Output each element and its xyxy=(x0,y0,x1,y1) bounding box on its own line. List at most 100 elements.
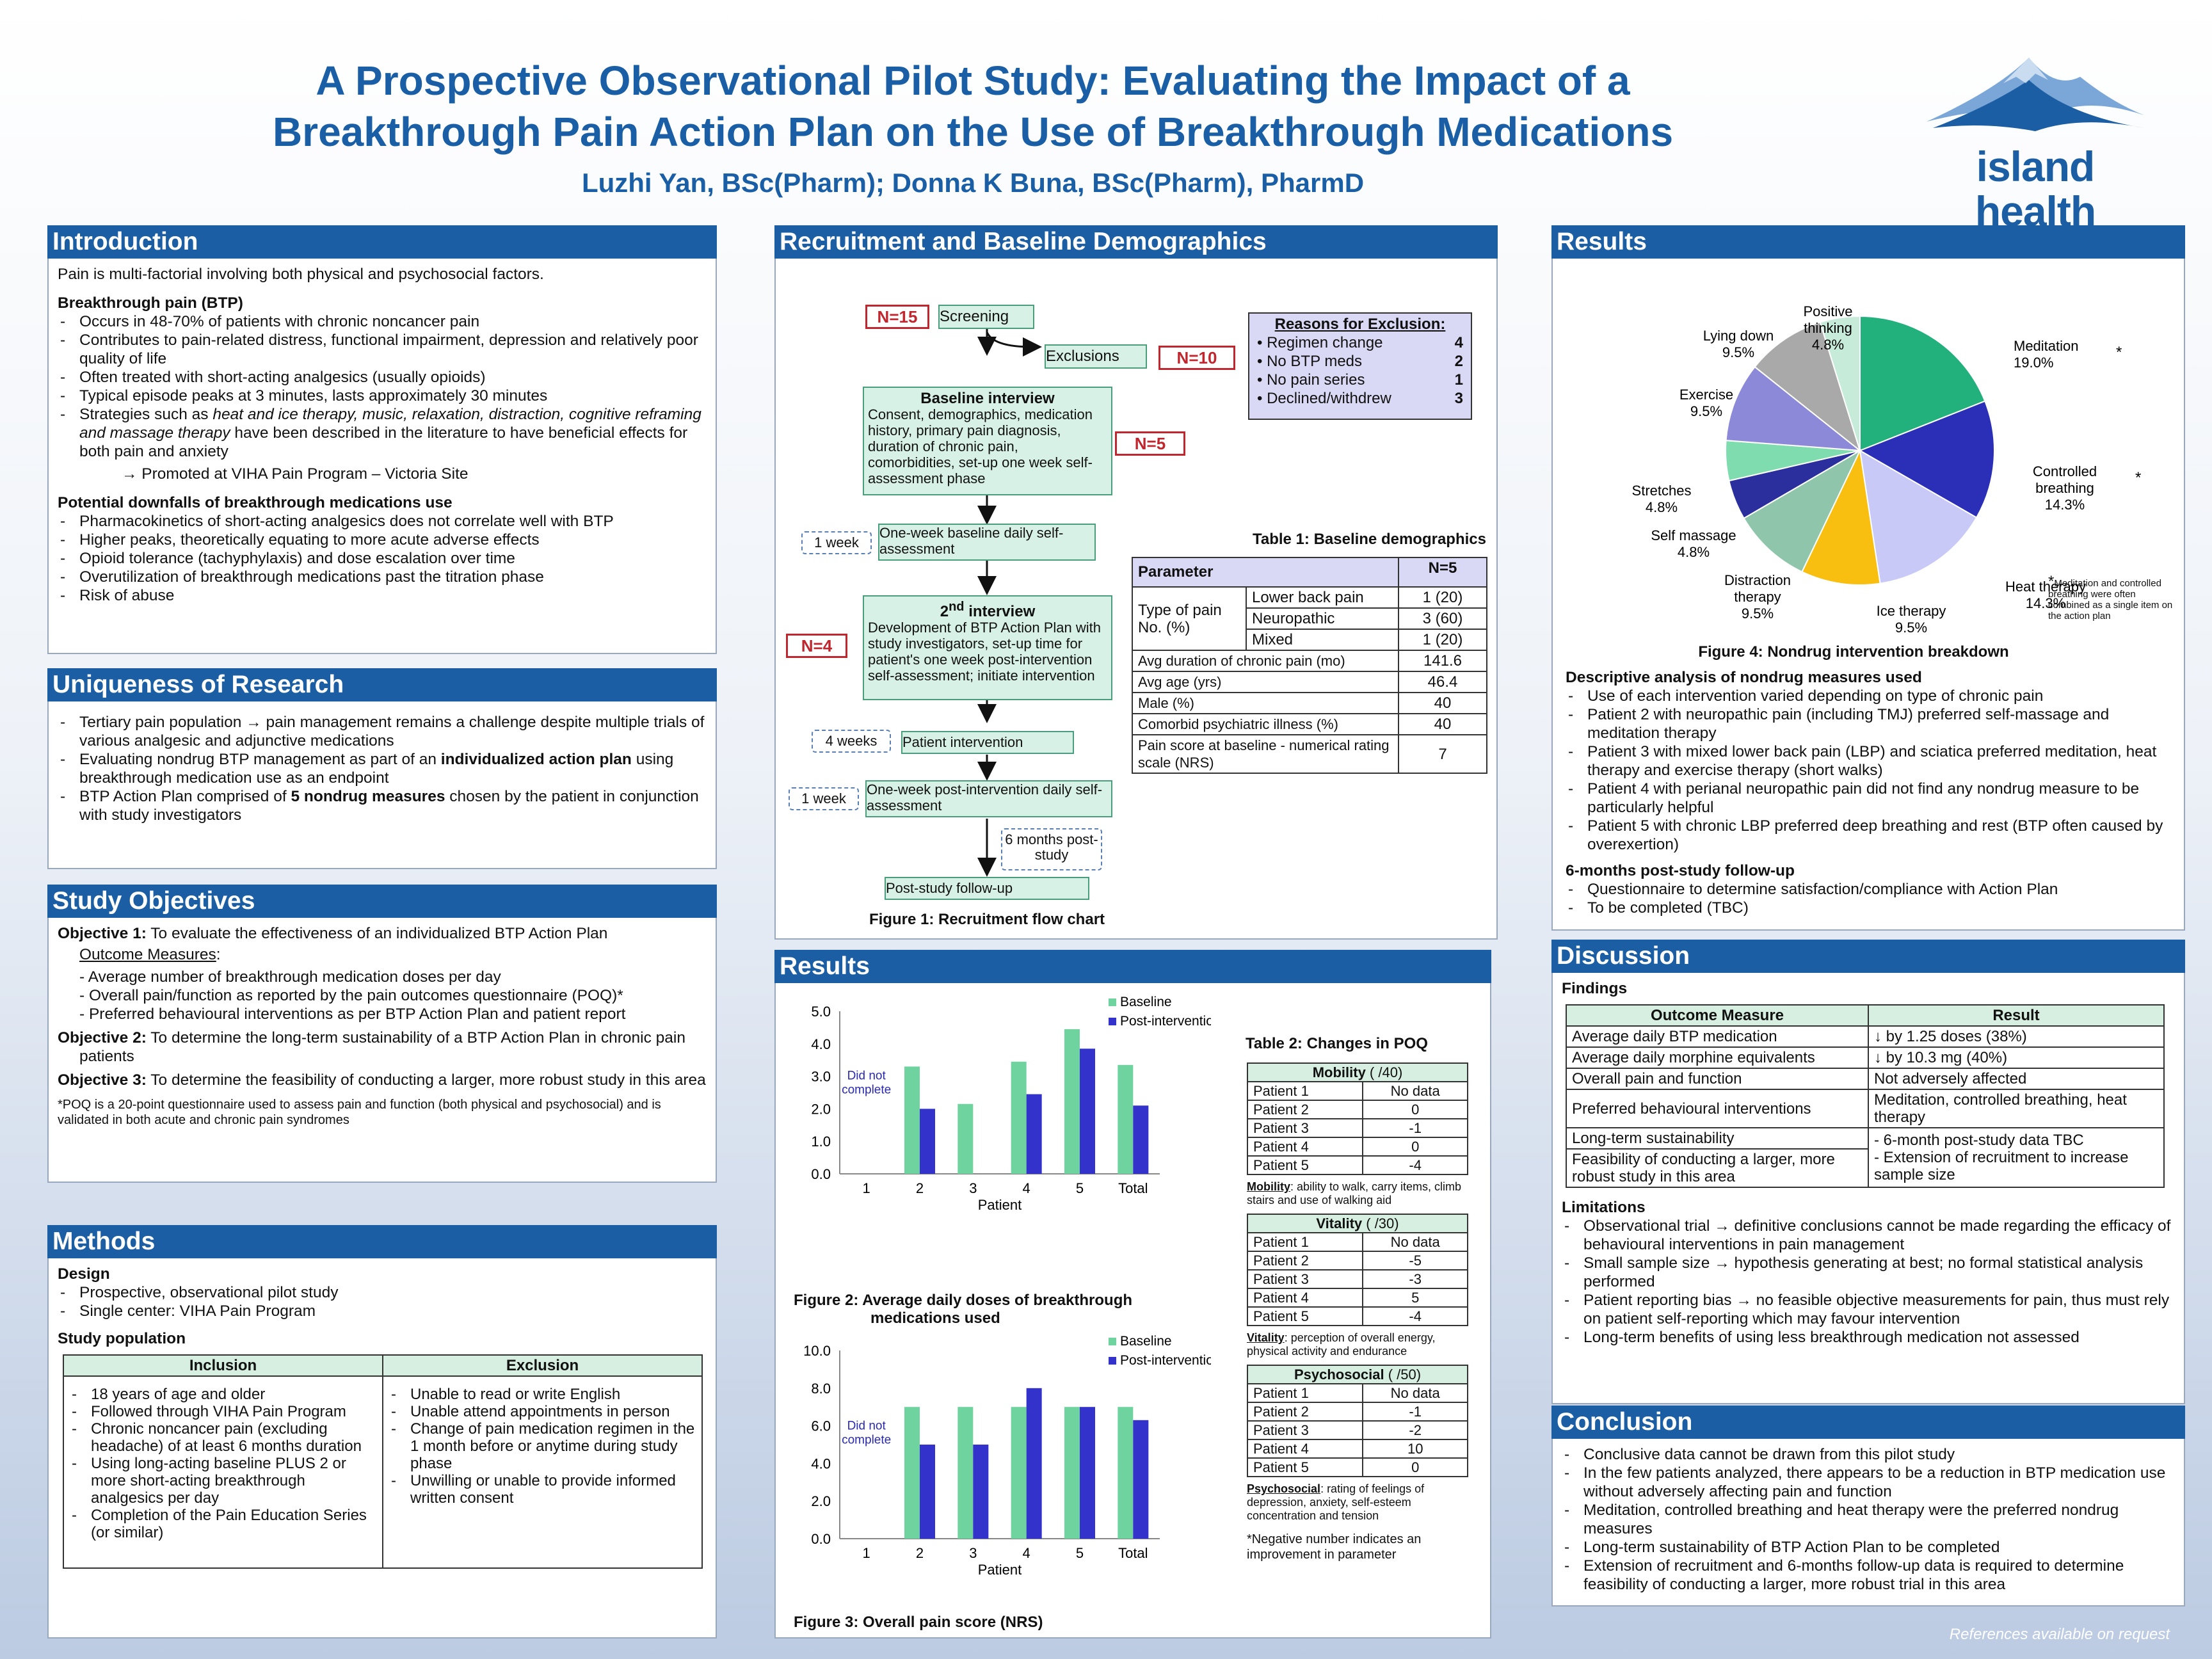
caption-line: medications used xyxy=(870,1310,1000,1327)
conclusion-list: Conclusive data cannot be drawn from thi… xyxy=(1562,1445,2175,1594)
list-item: Evaluating nondrug BTP management as par… xyxy=(58,750,707,787)
outcome-colon: : xyxy=(216,946,221,963)
param-header: Parameter xyxy=(1132,557,1399,588)
reason-text: No BTP meds xyxy=(1267,353,1363,370)
y-tick-label: 6.0 xyxy=(811,1418,831,1434)
item-text: Evaluating nondrug BTP management as par… xyxy=(79,751,441,768)
title-line-1: A Prospective Observational Pilot Study:… xyxy=(316,58,1630,104)
list-item: Patient reporting bias → no feasible obj… xyxy=(1562,1291,2175,1328)
figure3-caption: Figure 3: Overall pain score (NRS) xyxy=(794,1614,1043,1631)
objectives-section: Study Objectives Objective 1: To evaluat… xyxy=(47,885,717,1183)
reason-text: Regimen change xyxy=(1267,334,1383,351)
followup-heading: 6-months post-study follow-up xyxy=(1566,862,1795,879)
demographics-table: Parameter N=5 Type of pain No. (%) Lower… xyxy=(1132,557,1487,774)
list-item: Contributes to pain-related distress, fu… xyxy=(58,331,707,368)
list-item: Observational trial → definitive conclus… xyxy=(1562,1217,2175,1254)
duration-badge: 1 week xyxy=(801,531,872,554)
mobility-header: Mobility ( /40) xyxy=(1247,1062,1468,1082)
list-item: Use of each intervention varied dependin… xyxy=(1566,687,2174,705)
table-row: Patient 5 -4 xyxy=(1246,1155,1468,1175)
result-line: - 6-month post-study data TBC xyxy=(1874,1132,2084,1149)
x-tick-label: 1 xyxy=(863,1180,870,1196)
flow-arrows xyxy=(977,329,1042,877)
limitations-list: Observational trial → definitive conclus… xyxy=(1562,1217,2175,1347)
bar-baseline xyxy=(958,1103,974,1174)
patient-cell: Patient 3 xyxy=(1246,1269,1364,1289)
mountains-icon xyxy=(1927,58,2144,131)
list-item: Followed through VIHA Pain Program xyxy=(69,1403,377,1420)
x-tick-label: 3 xyxy=(969,1545,977,1561)
slice-label: Stretches xyxy=(1632,483,1692,499)
list-item: Overutilization of breakthrough medicati… xyxy=(58,568,707,586)
slice-label: Positive xyxy=(1803,303,1852,319)
slice-percent: 19.0% xyxy=(2014,355,2053,371)
change-cell: -2 xyxy=(1362,1420,1468,1440)
table-scale: ( /30) xyxy=(1362,1215,1399,1231)
duration-badge: 6 months post-study xyxy=(1001,828,1102,870)
results-mid-body: 0.0 1.0 2.0 3.0 4.0 5.0 1 2 3 4 5 Total Patient Did n… xyxy=(774,983,1491,1639)
slice-percent: 4.8% xyxy=(1646,499,1678,515)
exclusion-header: Exclusion xyxy=(382,1354,703,1377)
table-head: Mobility xyxy=(1312,1064,1366,1080)
bar-post-intervention xyxy=(1133,1420,1149,1539)
psychosocial-definition: Psychosocial: rating of feelings of depr… xyxy=(1247,1482,1468,1523)
x-tick-label: 5 xyxy=(1076,1545,1084,1561)
patient-cell: Patient 1 xyxy=(1246,1383,1364,1403)
slice-percent: 9.5% xyxy=(1690,403,1722,419)
list-item: Occurs in 48-70% of patients with chroni… xyxy=(58,312,707,331)
mobility-table: Mobility ( /40) Patient 1 No data Patient … xyxy=(1246,1062,1468,1175)
duration-badge: 4 weeks xyxy=(812,730,891,753)
demo-label: Male (%) xyxy=(1132,692,1399,714)
recruitment-body: N=15 Screening Exclusions N=10 Baseline … xyxy=(774,259,1498,940)
baseline-text: Consent, demographics, medication histor… xyxy=(868,406,1093,486)
desc-heading: Descriptive analysis of nondrug measures… xyxy=(1566,669,1922,686)
list-item: Long-term sustainability of BTP Action P… xyxy=(1562,1538,2175,1557)
list-item: Conclusive data cannot be drawn from thi… xyxy=(1562,1445,2175,1464)
strategies-text-end: have been described in the literature to… xyxy=(79,424,688,460)
vitality-definition: Vitality: perception of overall energy, … xyxy=(1247,1331,1468,1358)
result-line: - Extension of recruitment to increase s… xyxy=(1874,1149,2129,1183)
pie-slice xyxy=(1858,400,1995,518)
discussion-heading: Discussion xyxy=(1551,940,2185,973)
bar-baseline xyxy=(904,1066,920,1174)
table-row: Patient 2 -5 xyxy=(1246,1251,1468,1270)
slice-label: Ice therapy xyxy=(1877,603,1946,619)
results-right-heading: Results xyxy=(1551,225,2185,259)
caption-line: Figure 2: Average daily doses of breakth… xyxy=(794,1292,1133,1309)
list-item: Questionnaire to determine satisfaction/… xyxy=(1566,880,2174,899)
did-not-complete-annotation: Did not complete xyxy=(842,1070,891,1097)
change-cell: -1 xyxy=(1362,1402,1468,1422)
def-text: : perception of overall energy, physical… xyxy=(1247,1331,1436,1358)
downfalls-heading: Potential downfalls of breakthrough medi… xyxy=(58,494,453,511)
y-tick-label: 2.0 xyxy=(811,1101,831,1117)
item-text-end: using breakthrough medication use as an … xyxy=(79,751,674,787)
x-tick-label: 1 xyxy=(863,1545,870,1561)
pie-slice xyxy=(1801,448,1881,586)
change-cell: -4 xyxy=(1362,1155,1468,1175)
uniqueness-body: Tertiary pain population → pain manageme… xyxy=(47,701,717,869)
patient-cell: Patient 4 xyxy=(1246,1439,1364,1459)
inclusion-cell: 18 years of age and older Followed throu… xyxy=(63,1375,383,1569)
bar-post-intervention xyxy=(1080,1407,1095,1539)
design-list: Prospective, observational pilot study S… xyxy=(58,1283,707,1320)
introduction-section: Introduction Pain is multi-factorial inv… xyxy=(47,225,717,654)
reason-row: • Regimen change 4 xyxy=(1257,333,1463,352)
reason-label: • No pain series xyxy=(1257,371,1365,389)
results-mid-section: Results 0.0 1.0 2.0 3.0 4.0 5.0 1 2 3 4 5 Total Pati… xyxy=(774,950,1491,1639)
uniqueness-list: Tertiary pain population → pain manageme… xyxy=(58,713,707,824)
patient-cell: Patient 4 xyxy=(1246,1137,1364,1157)
change-cell: No data xyxy=(1362,1383,1468,1403)
patient-cell: Patient 5 xyxy=(1246,1306,1364,1326)
list-item: Long-term benefits of using less breakth… xyxy=(1562,1328,2175,1347)
screening-box: Screening xyxy=(938,305,1034,329)
vitality-rows: Patient 1 No data Patient 2 -5 Patient 3 -3 Pa… xyxy=(1246,1232,1468,1326)
bar-post-intervention xyxy=(1026,1094,1042,1174)
patient-cell: Patient 2 xyxy=(1246,1100,1364,1119)
demo-label: Avg duration of chronic pain (mo) xyxy=(1132,650,1399,672)
patient-cell: Patient 5 xyxy=(1246,1457,1364,1477)
list-item: BTP Action Plan comprised of 5 nondrug m… xyxy=(58,787,707,824)
list-item: Unwilling or unable to provide informed … xyxy=(389,1472,696,1507)
measure-cell: Overall pain and function xyxy=(1566,1068,1869,1090)
